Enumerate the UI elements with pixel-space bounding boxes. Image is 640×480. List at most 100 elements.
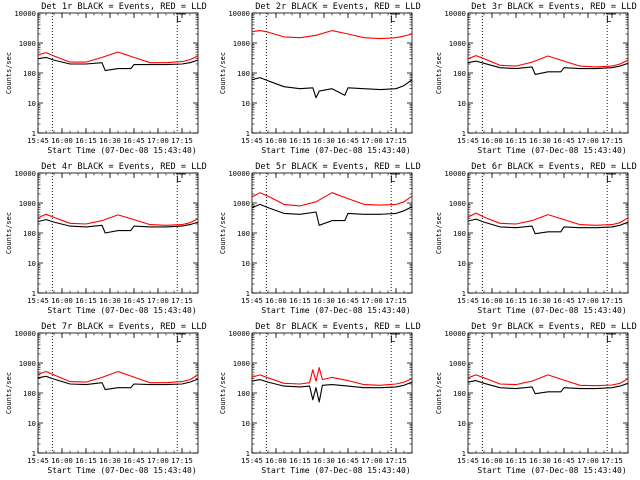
x-tick-label: 15:45 — [457, 296, 479, 305]
chart-panel-4: Det 4r BLACK = Events, RED = LLD 1 10 100 10… — [5, 162, 207, 315]
x-tick-label: 16:00 — [51, 456, 73, 465]
x-tick-label: 16:00 — [481, 136, 503, 145]
y-tick-label: 1000 — [233, 199, 250, 208]
corner-label: L — [176, 15, 181, 25]
x-tick-label: 16:45 — [123, 136, 145, 145]
corner-label: L — [176, 335, 181, 345]
y-axis-label: Counts/sec — [219, 52, 227, 94]
chart-panel-8: Det 8r BLACK = Events, RED = LLD 1 10 100 10… — [219, 322, 421, 475]
x-axis-label: Start Time (07-Dec-08 15:43:40) — [477, 146, 626, 155]
x-tick-label: 16:45 — [123, 296, 145, 305]
series-line-lld — [251, 367, 413, 386]
series-line-events — [467, 218, 629, 235]
x-tick-label: 16:45 — [337, 296, 359, 305]
y-tick-label: 1000 — [233, 39, 250, 48]
x-axis-label: Start Time (07-Dec-08 15:43:40) — [477, 466, 626, 475]
x-tick-label: 15:45 — [241, 296, 263, 305]
y-tick-label: 10000 — [444, 169, 466, 178]
corner-label: L — [606, 335, 611, 345]
y-tick-label: 100 — [237, 229, 250, 238]
chart-title: Det 7r BLACK = Events, RED = LLD — [41, 322, 207, 332]
chart-title: Det 6r BLACK = Events, RED = LLD — [471, 162, 637, 172]
y-axis-label: Counts/sec — [435, 52, 443, 94]
x-tick-label: 16:15 — [505, 456, 527, 465]
chart-panel-2: Det 2r BLACK = Events, RED = LLD 1 10 100 10… — [219, 2, 421, 155]
chart-panel-7: Det 7r BLACK = Events, RED = LLD 1 10 100 10… — [5, 322, 207, 475]
x-tick-label: 17:15 — [601, 136, 623, 145]
chart-title: Det 8r BLACK = Events, RED = LLD — [255, 322, 421, 332]
y-tick-label: 100 — [23, 229, 36, 238]
x-tick-label: 15:45 — [27, 296, 49, 305]
x-tick-label: 15:45 — [241, 456, 263, 465]
x-tick-label: 16:45 — [553, 136, 575, 145]
y-tick-label: 1 — [32, 449, 36, 458]
y-tick-label: 10000 — [14, 329, 36, 338]
chart-title: Det 5r BLACK = Events, RED = LLD — [255, 162, 421, 172]
axes-frame — [467, 172, 629, 294]
axes-frame — [251, 332, 413, 454]
x-tick-label: 17:00 — [361, 136, 383, 145]
series-line-events — [467, 380, 629, 395]
x-tick-label: 17:00 — [577, 296, 599, 305]
x-tick-label: 15:45 — [241, 136, 263, 145]
y-tick-label: 1000 — [19, 199, 36, 208]
x-tick-label: 16:00 — [265, 296, 287, 305]
x-tick-label: 16:15 — [75, 456, 97, 465]
x-tick-label: 17:15 — [385, 136, 407, 145]
y-tick-label: 100 — [453, 69, 466, 78]
x-axis-label: Start Time (07-Dec-08 15:43:40) — [261, 306, 410, 315]
y-tick-label: 10000 — [444, 9, 466, 18]
x-tick-label: 17:15 — [171, 136, 193, 145]
y-tick-label: 10000 — [228, 169, 250, 178]
corner-label: L — [606, 15, 611, 25]
x-tick-label: 15:45 — [457, 136, 479, 145]
axes-frame — [37, 172, 199, 294]
y-tick-label: 1 — [462, 289, 466, 298]
x-tick-label: 15:45 — [27, 456, 49, 465]
x-tick-label: 16:00 — [481, 296, 503, 305]
x-tick-label: 17:15 — [385, 456, 407, 465]
chart-title: Det 1r BLACK = Events, RED = LLD — [41, 2, 207, 12]
x-tick-label: 16:00 — [51, 136, 73, 145]
y-tick-label: 100 — [453, 229, 466, 238]
axes-frame — [37, 332, 199, 454]
series-line-events — [37, 219, 199, 234]
x-tick-label: 16:45 — [553, 296, 575, 305]
y-tick-label: 1 — [246, 289, 250, 298]
x-tick-label: 15:45 — [27, 136, 49, 145]
x-tick-label: 16:00 — [51, 296, 73, 305]
x-tick-label: 16:30 — [313, 136, 335, 145]
axes-frame — [467, 12, 629, 134]
series-line-events — [37, 56, 199, 72]
x-tick-label: 16:30 — [99, 296, 121, 305]
y-tick-label: 10000 — [14, 169, 36, 178]
x-tick-label: 16:45 — [337, 456, 359, 465]
chart-panel-9: Det 9r BLACK = Events, RED = LLD 1 10 100 10… — [435, 322, 637, 475]
chart-title: Det 9r BLACK = Events, RED = LLD — [471, 322, 637, 332]
y-tick-label: 1000 — [449, 199, 466, 208]
y-tick-label: 1 — [246, 129, 250, 138]
x-axis-label: Start Time (07-Dec-08 15:43:40) — [47, 466, 196, 475]
y-tick-label: 1 — [462, 449, 466, 458]
x-axis-label: Start Time (07-Dec-08 15:43:40) — [261, 466, 410, 475]
y-tick-label: 10 — [27, 419, 36, 428]
x-axis-label: Start Time (07-Dec-08 15:43:40) — [261, 146, 410, 155]
x-axis-label: Start Time (07-Dec-08 15:43:40) — [47, 146, 196, 155]
x-tick-label: 17:15 — [601, 296, 623, 305]
x-tick-label: 16:15 — [505, 296, 527, 305]
corner-label: L — [390, 175, 395, 185]
series-line-events — [251, 379, 413, 403]
corner-label: L — [176, 175, 181, 185]
chart-panel-3: Det 3r BLACK = Events, RED = LLD 1 10 100 10… — [435, 2, 637, 155]
series-line-lld — [467, 212, 629, 226]
y-tick-label: 10 — [241, 419, 250, 428]
axes-frame — [251, 172, 413, 294]
x-tick-label: 16:15 — [75, 136, 97, 145]
y-tick-label: 10000 — [444, 329, 466, 338]
y-tick-label: 100 — [237, 69, 250, 78]
x-tick-label: 16:15 — [289, 456, 311, 465]
series-line-lld — [37, 370, 199, 384]
y-tick-label: 10 — [241, 99, 250, 108]
y-axis-label: Counts/sec — [435, 212, 443, 254]
